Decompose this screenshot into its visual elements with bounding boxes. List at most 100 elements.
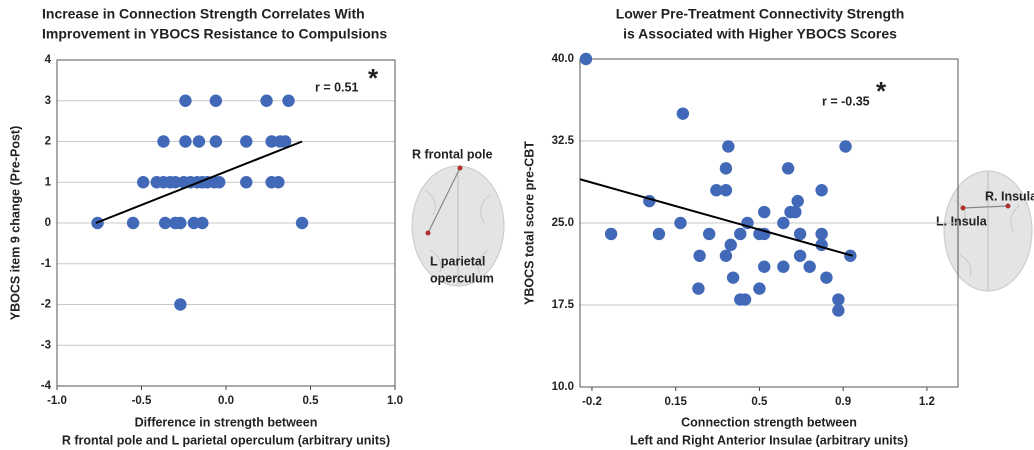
data-point — [726, 271, 740, 284]
significance-star: * — [876, 76, 887, 106]
y-tick-label: 10.0 — [552, 381, 574, 393]
x-tick-label: 0.5 — [303, 395, 320, 407]
brain-label: L parietal — [430, 254, 485, 268]
data-point — [278, 135, 292, 148]
x-tick-label: 1.2 — [919, 396, 935, 408]
data-point — [693, 249, 706, 262]
significance-star: * — [368, 63, 379, 93]
x-axis-title: Left and Right Anterior Insulae (arbitra… — [630, 433, 908, 447]
x-tick-label: 1.0 — [387, 395, 403, 407]
x-tick-label: -0.2 — [582, 396, 602, 408]
data-point — [734, 227, 747, 241]
x-tick-label: 0.0 — [218, 395, 234, 407]
x-tick-label: 0.15 — [665, 396, 688, 408]
data-point — [174, 298, 187, 311]
data-point — [719, 162, 733, 175]
plot-frame — [579, 58, 959, 388]
data-point — [676, 107, 690, 120]
data-point — [781, 162, 795, 175]
y-tick-label: 4 — [45, 54, 52, 66]
data-point — [777, 216, 790, 230]
data-point — [174, 216, 187, 230]
y-tick-label: 3 — [45, 95, 51, 107]
data-point — [674, 216, 687, 230]
x-axis-title: R frontal pole and L parietal operculum … — [62, 433, 390, 447]
data-point — [710, 184, 723, 197]
data-point — [793, 227, 807, 241]
chart-title: Increase in Connection Strength Correlat… — [42, 6, 365, 22]
data-point — [839, 140, 852, 153]
brain-label: operculum — [430, 271, 494, 285]
data-point — [722, 140, 735, 153]
data-point — [820, 271, 833, 284]
chart-title: Lower Pre-Treatment Connectivity Strengt… — [616, 6, 905, 22]
y-tick-label: 25.0 — [552, 217, 574, 229]
data-point — [126, 216, 140, 230]
y-axis-title: YBOCS item 9 change (Pre-Post) — [8, 126, 22, 321]
y-tick-label: 0 — [45, 217, 51, 229]
data-point — [272, 176, 285, 189]
y-axis-title: YBOCS total score pre-CBT — [522, 141, 536, 305]
data-point — [579, 52, 593, 66]
x-tick-label: 0.5 — [751, 396, 768, 408]
brain-right — [943, 170, 1033, 292]
data-point — [791, 194, 804, 208]
brain-label: R. Insula — [985, 189, 1034, 203]
data-point — [758, 260, 771, 273]
y-tick-label: -3 — [41, 339, 51, 351]
trend-line — [95, 140, 303, 224]
y-tick-label: 1 — [45, 176, 52, 188]
data-point — [209, 135, 223, 148]
data-point — [196, 216, 209, 230]
y-tick-label: -1 — [41, 258, 52, 270]
data-point — [192, 135, 206, 148]
data-point — [702, 227, 716, 241]
chart-title: Improvement in YBOCS Resistance to Compu… — [42, 26, 387, 42]
x-axis-title: Connection strength between — [681, 415, 857, 429]
data-point — [815, 184, 828, 197]
data-point — [213, 176, 226, 189]
y-tick-label: -4 — [41, 380, 52, 392]
trend-line — [579, 178, 854, 257]
data-point — [815, 227, 828, 241]
data-point — [719, 249, 733, 262]
data-point — [652, 227, 666, 241]
brain-label: R frontal pole — [412, 147, 493, 161]
data-point — [295, 216, 309, 230]
data-point — [260, 94, 273, 107]
data-point — [604, 227, 618, 241]
data-point — [158, 216, 172, 230]
data-point — [793, 249, 807, 262]
data-point — [157, 135, 170, 148]
data-point — [209, 94, 223, 107]
data-point — [282, 94, 295, 107]
x-tick-label: -1.0 — [47, 395, 67, 407]
y-tick-label: 17.5 — [552, 299, 575, 311]
data-point — [179, 94, 192, 107]
x-axis-title: Difference in strength between — [135, 415, 318, 429]
data-point — [789, 205, 802, 219]
brain-left — [411, 165, 505, 287]
data-point — [738, 293, 752, 306]
data-point — [136, 176, 150, 189]
plot-frame — [56, 59, 396, 387]
chart-title: is Associated with Higher YBOCS Scores — [623, 26, 897, 42]
data-point — [240, 176, 253, 189]
y-tick-label: -2 — [41, 299, 51, 311]
y-tick-label: 32.5 — [552, 135, 575, 147]
data-point — [758, 205, 771, 219]
data-point — [832, 304, 845, 317]
annotation: r = -0.35 — [822, 94, 870, 108]
annotation: r = 0.51 — [315, 80, 358, 94]
x-tick-label: -0.5 — [132, 395, 152, 407]
brain-label: L. Insula — [936, 214, 988, 228]
data-point — [179, 135, 192, 148]
y-tick-label: 2 — [45, 136, 51, 148]
data-point — [803, 260, 816, 273]
data-point — [719, 184, 733, 197]
data-point — [692, 282, 705, 295]
data-point — [753, 282, 766, 295]
y-tick-label: 40.0 — [552, 53, 574, 65]
data-point — [832, 293, 845, 306]
